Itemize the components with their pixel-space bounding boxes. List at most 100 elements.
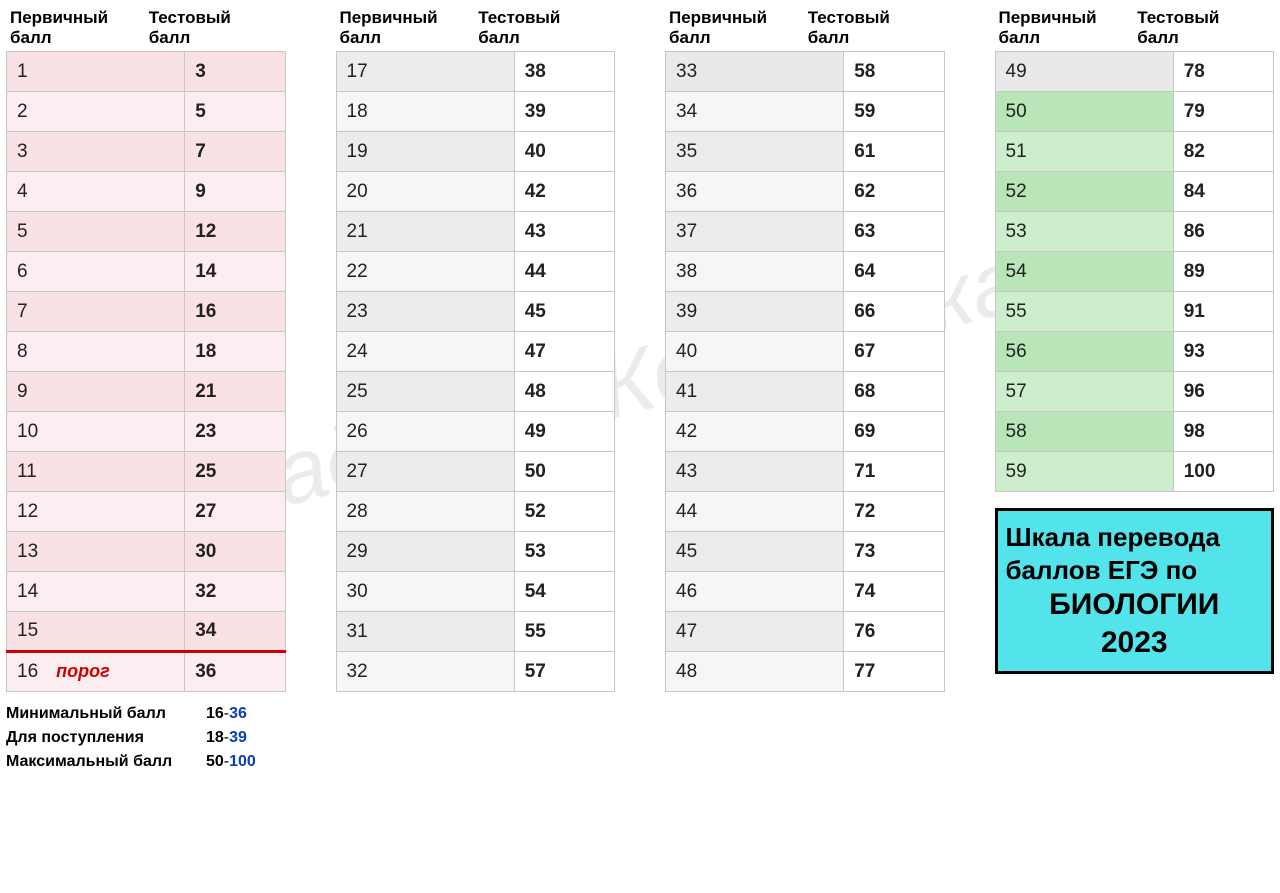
test-cell: 79 [1173,92,1273,132]
test-cell: 71 [844,452,944,492]
table-row: 2042 [336,172,615,212]
primary-cell: 53 [995,212,1173,252]
table-row: 1534 [7,612,286,652]
table-row: 512 [7,212,286,252]
header-primary: Первичныйбалл [665,8,806,47]
primary-cell: 28 [336,492,514,532]
test-cell: 66 [844,292,944,332]
primary-cell: 13 [7,532,185,572]
primary-cell: 26 [336,412,514,452]
test-cell: 63 [844,212,944,252]
primary-cell: 19 [336,132,514,172]
primary-cell: 59 [995,452,1173,492]
footer-values: 50-100 [206,750,256,774]
table-row: 5489 [995,252,1274,292]
primary-cell: 18 [336,92,514,132]
primary-cell: 44 [666,492,844,532]
primary-cell: 9 [7,372,185,412]
test-cell: 34 [185,612,285,652]
primary-cell: 45 [666,532,844,572]
header-test: Тестовыйбалл [147,8,286,47]
test-cell: 30 [185,532,285,572]
table-row: 4776 [666,612,945,652]
primary-cell: 37 [666,212,844,252]
test-cell: 93 [1173,332,1273,372]
table-row: 59100 [995,452,1274,492]
table-row: 5591 [995,292,1274,332]
header-primary: Первичныйбалл [6,8,147,47]
primary-cell: 34 [666,92,844,132]
header-primary: Первичныйбалл [336,8,477,47]
primary-cell: 16порог [7,652,185,692]
primary-cell: 46 [666,572,844,612]
test-cell: 77 [844,652,944,692]
table-row: 3459 [666,92,945,132]
title-line-4: 2023 [1006,624,1264,662]
table-row: 2143 [336,212,615,252]
table-row: 5796 [995,372,1274,412]
table-row: 4674 [666,572,945,612]
primary-cell: 29 [336,532,514,572]
test-cell: 16 [185,292,285,332]
table-row: 3054 [336,572,615,612]
title-box: Шкала перевода баллов ЕГЭ по БИОЛОГИИ 20… [995,508,1275,674]
primary-cell: 33 [666,52,844,92]
primary-cell: 11 [7,452,185,492]
table-row: 25 [7,92,286,132]
primary-cell: 51 [995,132,1173,172]
test-cell: 59 [844,92,944,132]
test-cell: 89 [1173,252,1273,292]
test-cell: 76 [844,612,944,652]
table-2: 1738183919402042214322442345244725482649… [336,51,616,692]
table-row: 2244 [336,252,615,292]
column-1-headers: Первичныйбалл Тестовыйбалл [6,8,286,47]
test-cell: 12 [185,212,285,252]
test-cell: 67 [844,332,944,372]
table-4: 4978507951825284538654895591569357965898… [995,51,1275,492]
primary-cell: 32 [336,652,514,692]
primary-cell: 57 [995,372,1173,412]
column-2-headers: Первичныйбалл Тестовыйбалл [336,8,616,47]
primary-cell: 10 [7,412,185,452]
test-cell: 25 [185,452,285,492]
test-cell: 61 [844,132,944,172]
table-row: 2548 [336,372,615,412]
table-row: 1125 [7,452,286,492]
header-test: Тестовыйбалл [806,8,945,47]
primary-cell: 50 [995,92,1173,132]
primary-cell: 54 [995,252,1173,292]
table-row: 3358 [666,52,945,92]
test-cell: 14 [185,252,285,292]
primary-cell: 21 [336,212,514,252]
primary-cell: 20 [336,172,514,212]
footer-label: Для поступления [6,726,206,750]
table-row: 5079 [995,92,1274,132]
table-row: 4877 [666,652,945,692]
title-line-1: Шкала перевода [1006,521,1264,554]
test-cell: 69 [844,412,944,452]
footer-label: Максимальный балл [6,750,206,774]
table-row: 5182 [995,132,1274,172]
title-line-2: баллов ЕГЭ по [1006,554,1264,587]
title-line-3: БИОЛОГИИ [1006,586,1264,624]
test-cell: 23 [185,412,285,452]
primary-cell: 15 [7,612,185,652]
primary-cell: 39 [666,292,844,332]
primary-cell: 30 [336,572,514,612]
test-cell: 55 [514,612,614,652]
primary-cell: 7 [7,292,185,332]
primary-cell: 42 [666,412,844,452]
column-1: Первичныйбалл Тестовыйбалл 1325374951261… [6,8,286,774]
primary-cell: 41 [666,372,844,412]
table-row: 2750 [336,452,615,492]
primary-cell: 3 [7,132,185,172]
table-row: 37 [7,132,286,172]
test-cell: 42 [514,172,614,212]
test-cell: 32 [185,572,285,612]
primary-cell: 31 [336,612,514,652]
tables-container: Первичныйбалл Тестовыйбалл 1325374951261… [6,8,1274,774]
table-row: 1227 [7,492,286,532]
primary-cell: 22 [336,252,514,292]
table-row: 1738 [336,52,615,92]
primary-cell: 52 [995,172,1173,212]
